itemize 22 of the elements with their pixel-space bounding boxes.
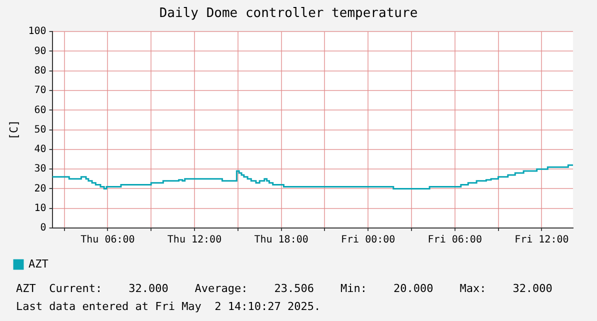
y-tick-label: 60: [34, 104, 46, 116]
y-tick-label: 90: [34, 46, 46, 57]
x-tick-label: Thu 18:00: [254, 234, 308, 246]
y-tick-label: 30: [34, 164, 46, 175]
y-tick-label: 0: [40, 222, 46, 234]
chart-title: Daily Dome controller temperature: [159, 6, 418, 22]
x-tick-label: Fri 06:00: [428, 234, 482, 246]
y-tick-label: 80: [34, 65, 46, 76]
x-tick-label: Thu 12:00: [167, 234, 222, 246]
x-tick-label: Fri 00:00: [340, 234, 396, 246]
legend-label: AZT: [28, 257, 49, 270]
text: AZT Current: 32.000 Average: 23.506 Min: 20.000 Max: 32.000: [16, 281, 554, 297]
y-tick-label: 20: [34, 183, 46, 194]
x-tick-label: Fri 12:00: [514, 234, 569, 246]
y-tick-label: 100: [28, 26, 46, 38]
y-tick-label: 10: [34, 202, 46, 214]
y-tick-label: 50: [34, 124, 46, 136]
y-tick-label: 70: [34, 85, 46, 96]
y-axis-title: [C]: [7, 120, 20, 140]
text: Last data entered at Fri May 2 14:10:27 2025.: [16, 299, 322, 315]
x-tick-label: Thu 06:00: [80, 234, 135, 246]
y-tick-label: 40: [34, 144, 46, 156]
